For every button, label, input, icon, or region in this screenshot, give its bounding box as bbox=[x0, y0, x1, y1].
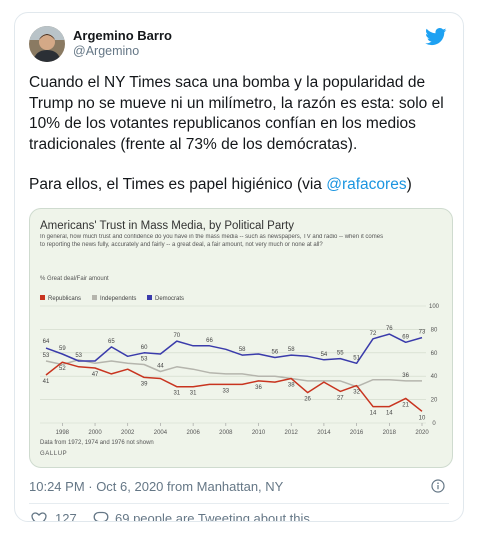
data-label-democrats: 53 bbox=[75, 353, 82, 359]
data-label-republicans: 39 bbox=[141, 381, 148, 387]
data-label-democrats: 54 bbox=[321, 352, 328, 358]
y-tick-label: 100 bbox=[429, 304, 440, 310]
legend-swatch-democrats bbox=[147, 295, 152, 300]
chart-image[interactable]: Americans' Trust in Mass Media, by Polit… bbox=[29, 208, 453, 468]
data-label-republicans: 41 bbox=[43, 379, 50, 385]
tweet-timestamp[interactable]: 10:24 PM · Oct 6, 2020 from Manhattan, N… bbox=[29, 479, 284, 494]
legend-swatch-independents bbox=[92, 295, 97, 300]
y-tick-label: 20 bbox=[431, 398, 438, 404]
data-label-republicans: 27 bbox=[337, 395, 344, 401]
data-label-republicans: 52 bbox=[59, 366, 66, 372]
tweet-text-part: Para ellos, el Times es papel higiénico … bbox=[29, 176, 327, 193]
data-label-democrats: 65 bbox=[108, 339, 115, 345]
tweet-text: Cuando el NY Times saca una bomba y la p… bbox=[29, 73, 455, 196]
data-label-independents: 36 bbox=[402, 373, 409, 379]
chart-measure: % Great deal/Fair amount bbox=[40, 276, 109, 282]
data-label-democrats: 51 bbox=[353, 355, 360, 361]
y-tick-label: 0 bbox=[432, 421, 436, 427]
x-tick-label: 2004 bbox=[154, 430, 168, 436]
x-tick-label: 1998 bbox=[56, 430, 70, 436]
series-line-independents bbox=[45, 359, 422, 388]
x-tick-label: 2014 bbox=[317, 430, 331, 436]
data-label-independents: 44 bbox=[157, 364, 164, 370]
x-tick-label: 2020 bbox=[415, 430, 429, 436]
y-tick-label: 80 bbox=[431, 327, 438, 333]
data-label-republicans: 47 bbox=[92, 372, 99, 378]
chart-grid bbox=[40, 305, 426, 424]
chart-svg: Americans' Trust in Mass Media, by Polit… bbox=[40, 220, 440, 457]
x-tick-label: 2012 bbox=[285, 430, 299, 436]
data-label-democrats: 59 bbox=[59, 346, 66, 352]
data-label-republicans: 26 bbox=[304, 397, 311, 403]
data-label-democrats: 55 bbox=[337, 351, 344, 357]
chart-data-labels: 53 53 44 36 41 52 47 39 31 31 33 36 38 26 27 32 14 14 21 10… bbox=[43, 326, 426, 421]
y-tick-label: 40 bbox=[431, 374, 438, 380]
tweeting-about-link[interactable]: 69 people are Tweeting about this bbox=[93, 511, 310, 522]
data-label-democrats: 58 bbox=[239, 347, 246, 353]
data-label-democrats: 64 bbox=[43, 339, 50, 345]
data-label-democrats: 70 bbox=[173, 333, 180, 339]
data-label-republicans: 21 bbox=[402, 402, 409, 408]
data-label-republicans: 31 bbox=[190, 391, 197, 397]
legend-democrats: Democrats bbox=[155, 296, 184, 302]
author-name[interactable]: Argemino Barro bbox=[73, 28, 172, 43]
data-label-independents: 53 bbox=[141, 357, 148, 363]
chart-question: In general, how much trust and confidenc… bbox=[40, 234, 384, 248]
data-label-republicans: 36 bbox=[255, 385, 262, 391]
chart-title: Americans' Trust in Mass Media, by Polit… bbox=[40, 220, 294, 232]
x-tick-label: 2010 bbox=[252, 430, 266, 436]
data-label-democrats: 72 bbox=[370, 331, 377, 337]
tweet-paragraph-1: Cuando el NY Times saca una bomba y la p… bbox=[29, 74, 444, 153]
x-tick-label: 2008 bbox=[219, 430, 233, 436]
x-tick-label: 2016 bbox=[350, 430, 364, 436]
x-tick-label: 2018 bbox=[383, 430, 397, 436]
like-count: 127 bbox=[55, 511, 77, 522]
series-line-democrats bbox=[45, 333, 423, 365]
data-label-republicans: 10 bbox=[419, 415, 426, 421]
chart-question-box: In general, how much trust and confidenc… bbox=[40, 234, 384, 248]
data-label-democrats: 58 bbox=[288, 347, 295, 353]
data-label-democrats: 76 bbox=[386, 326, 393, 332]
legend-republicans: Republicans bbox=[48, 296, 81, 302]
info-icon[interactable] bbox=[431, 479, 445, 493]
data-label-independents: 53 bbox=[43, 353, 50, 359]
avatar[interactable] bbox=[29, 26, 65, 62]
x-tick-label: 2000 bbox=[88, 430, 102, 436]
tweet-text-end: ) bbox=[406, 176, 412, 193]
chart-x-axis: 1998 2000 2002 2004 2006 2008 2010 2012 2014 2016… bbox=[56, 423, 429, 436]
chart-source: GALLUP bbox=[40, 451, 67, 457]
series-line-republicans bbox=[45, 361, 423, 412]
data-label-democrats: 60 bbox=[141, 345, 148, 351]
data-label-republicans: 31 bbox=[173, 391, 180, 397]
data-label-democrats: 69 bbox=[402, 334, 409, 340]
data-label-republicans: 38 bbox=[288, 383, 295, 389]
data-label-republicans: 33 bbox=[222, 388, 229, 394]
y-tick-label: 60 bbox=[431, 351, 438, 357]
data-label-republicans: 14 bbox=[386, 411, 393, 417]
x-tick-label: 2006 bbox=[186, 430, 200, 436]
tweeting-about-text: 69 people are Tweeting about this bbox=[115, 511, 310, 522]
heart-icon bbox=[31, 511, 47, 521]
tweet-card[interactable]: Argemino Barro @Argemino Cuando el NY Ti… bbox=[14, 12, 464, 522]
data-label-republicans: 32 bbox=[353, 390, 360, 396]
tweet-paragraph-2: Para ellos, el Times es papel higiénico … bbox=[29, 175, 455, 196]
data-label-democrats: 56 bbox=[272, 349, 279, 355]
data-label-democrats: 66 bbox=[206, 338, 213, 344]
like-button[interactable]: 127 bbox=[31, 511, 77, 522]
legend-independents: Independents bbox=[100, 296, 136, 302]
speech-bubble-icon bbox=[93, 511, 109, 521]
author-handle[interactable]: @Argemino bbox=[73, 44, 140, 58]
data-label-democrats: 73 bbox=[419, 330, 426, 336]
data-label-republicans: 14 bbox=[370, 411, 377, 417]
mention-link[interactable]: @rafacores bbox=[326, 176, 407, 193]
legend-swatch-republicans bbox=[40, 295, 45, 300]
chart-footnote: Data from 1972, 1974 and 1976 not shown bbox=[40, 440, 154, 446]
x-tick-label: 2002 bbox=[121, 430, 135, 436]
chart-series bbox=[45, 333, 423, 412]
divider bbox=[29, 503, 449, 504]
twitter-bird-icon[interactable] bbox=[425, 28, 447, 46]
chart-y-axis: 0 20 40 60 80 100 bbox=[429, 304, 440, 427]
